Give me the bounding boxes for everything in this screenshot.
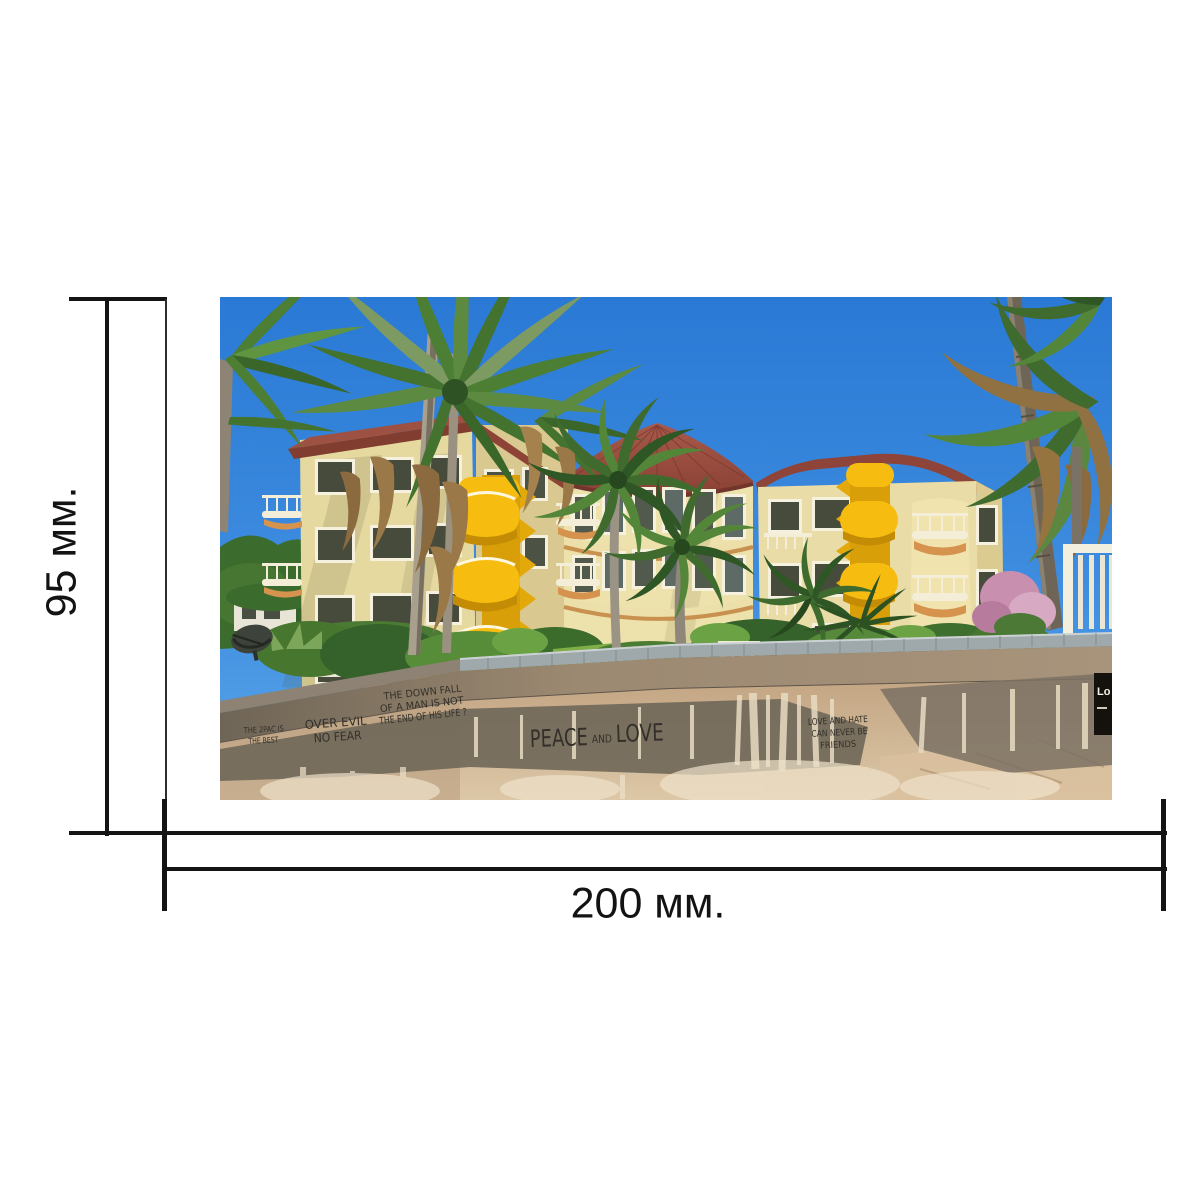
seawall: THE 2PAC IS THE BEST OVER EVIL NO FEAR T… [220, 632, 1112, 800]
hotel-photo: THE 2PAC IS THE BEST OVER EVIL NO FEAR T… [220, 297, 1112, 800]
palm-trees [220, 297, 1112, 658]
wall-patches [260, 760, 1060, 800]
width-dim-left-tick [162, 799, 167, 911]
satellite-dish [231, 624, 273, 661]
rotunda-windows-2 [572, 549, 746, 595]
height-dim-line [105, 297, 109, 836]
graffiti-and-word: AND [592, 732, 612, 746]
graffiti-2pac-line2: THE BEST [247, 735, 278, 746]
wall-sign-text: Lo [1097, 686, 1111, 698]
height-extension-line [165, 299, 167, 800]
fan-palm-crown [291, 297, 652, 509]
width-dim-right-tick [1161, 799, 1166, 911]
wall-stains [474, 683, 1088, 772]
baseline [69, 831, 1167, 835]
graffiti-evil-line1: OVER EVIL [304, 714, 367, 732]
white-railing [1063, 447, 1112, 636]
graffiti-evil-line2: NO FEAR [313, 728, 362, 745]
coconut-crown-a [524, 392, 712, 563]
coconut-crown-b [603, 470, 761, 622]
height-dim-top-tick [69, 297, 167, 301]
graffiti-2pac-line1: THE 2PAC IS [243, 724, 284, 735]
hotel-photo-illustration: THE 2PAC IS THE BEST OVER EVIL NO FEAR T… [220, 297, 1112, 800]
width-dim-line [164, 867, 1167, 871]
graffiti-lovehate-line3: FRIENDS [820, 740, 857, 752]
graffiti-lovehate-line1: LOVE AND HATE [808, 715, 869, 728]
width-dimension-label: 200 мм. [570, 879, 726, 928]
wall-sign: Lo [1094, 673, 1112, 735]
height-dimension-label: 95 мм. [37, 486, 86, 618]
graffiti-peace-word: PEACE [529, 723, 588, 753]
graffiti-love-word: LOVE [615, 718, 664, 748]
graffiti-lovehate-line2: CAN NEVER BE [811, 727, 868, 740]
bougainvillea [972, 571, 1056, 641]
